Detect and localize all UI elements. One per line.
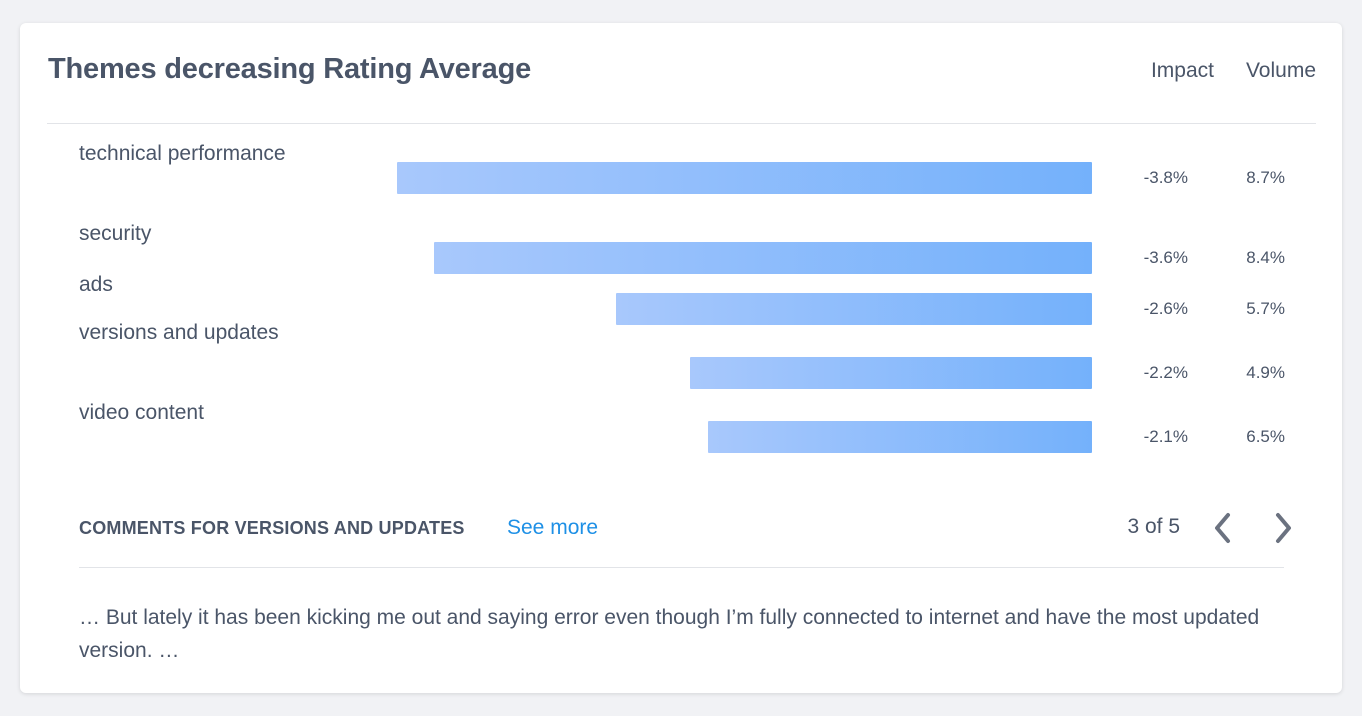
impact-value: -3.6% bbox=[1143, 248, 1188, 267]
chevron-right-icon[interactable] bbox=[1268, 511, 1298, 545]
chevron-left-icon[interactable] bbox=[1208, 511, 1238, 545]
impact-value: -2.2% bbox=[1143, 363, 1188, 382]
pager-count: 3 of 5 bbox=[1127, 515, 1180, 538]
impact-value: -2.6% bbox=[1143, 299, 1188, 318]
theme-row[interactable]: video content -2.1% 6.5% bbox=[20, 23, 1342, 453]
themes-card: Themes decreasing Rating Average Impact … bbox=[20, 23, 1342, 693]
impact-value: -3.8% bbox=[1143, 168, 1188, 187]
comments-divider bbox=[79, 567, 1284, 568]
impact-bar[interactable] bbox=[690, 357, 1092, 389]
volume-column-header[interactable]: Volume bbox=[1245, 59, 1316, 82]
theme-row[interactable]: technical performance -3.8% 8.7% bbox=[20, 23, 1342, 194]
volume-value: 4.9% bbox=[1246, 363, 1285, 382]
see-more-link[interactable]: See more bbox=[507, 516, 599, 539]
theme-label: video content bbox=[79, 401, 204, 424]
theme-row[interactable]: security -3.6% 8.4% bbox=[20, 23, 1342, 274]
impact-bar[interactable] bbox=[434, 242, 1092, 274]
theme-row[interactable]: versions and updates -2.2% 4.9% bbox=[20, 23, 1342, 389]
theme-label: ads bbox=[79, 273, 113, 296]
impact-bar[interactable] bbox=[708, 421, 1092, 453]
card-title: Themes decreasing Rating Average bbox=[48, 53, 532, 85]
impact-bar[interactable] bbox=[397, 162, 1092, 194]
volume-value: 5.7% bbox=[1246, 299, 1285, 318]
volume-value: 8.4% bbox=[1246, 248, 1285, 267]
impact-bar[interactable] bbox=[616, 293, 1092, 325]
impact-column-header[interactable]: Impact bbox=[1150, 59, 1214, 82]
comment-text: … But lately it has been kicking me out … bbox=[79, 606, 1260, 662]
theme-label: technical performance bbox=[79, 142, 286, 165]
comments-heading: COMMENTS FOR VERSIONS AND UPDATES bbox=[79, 518, 465, 538]
theme-label: versions and updates bbox=[79, 321, 279, 344]
volume-value: 8.7% bbox=[1246, 168, 1285, 187]
theme-label: security bbox=[79, 222, 152, 245]
impact-value: -2.1% bbox=[1143, 427, 1188, 446]
header-divider bbox=[47, 123, 1316, 124]
theme-row[interactable]: ads -2.6% 5.7% bbox=[20, 23, 1342, 325]
volume-value: 6.5% bbox=[1246, 427, 1285, 446]
